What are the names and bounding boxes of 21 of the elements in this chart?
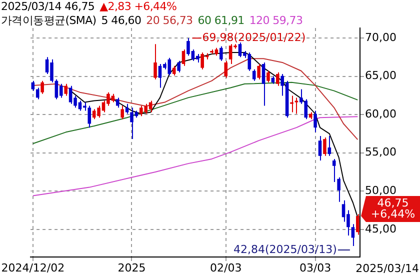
text: 120 59,73 (249, 14, 303, 27)
y-tick-label: 65,00 (365, 69, 396, 82)
y-tick-label: 60,00 (365, 107, 396, 120)
y-tick-label: 70,00 (365, 30, 396, 44)
text: 2025/03/14 (356, 262, 419, 275)
legend-title: 가격이동평균(SMA) (1, 14, 96, 27)
y-tick-label: 55,00 (365, 146, 396, 159)
text: 20 56,73 (146, 14, 193, 27)
x-tick-label: 2025 (118, 261, 146, 274)
chart-subtitle: ▲2,83 +6,44% (100, 0, 177, 13)
annotation: 69,98(2025/01/22) (202, 30, 306, 44)
x-tick-label: 03/03 (299, 261, 332, 274)
text: 5 46,60 (101, 14, 142, 27)
chart-title: 2025/03/14 46,75 (1, 0, 95, 13)
x-tick-label: 2024/12/02 (1, 261, 65, 274)
y-tick-label: 50,00 (365, 184, 396, 197)
y-tick-label: 45,00 (365, 222, 396, 236)
text: 46,75 +6,44% (370, 196, 416, 220)
text: 60 61,91 (198, 14, 244, 27)
annotation: 42,84(2025/03/13) (233, 242, 337, 256)
x-tick-label: 02/03 (210, 261, 242, 274)
